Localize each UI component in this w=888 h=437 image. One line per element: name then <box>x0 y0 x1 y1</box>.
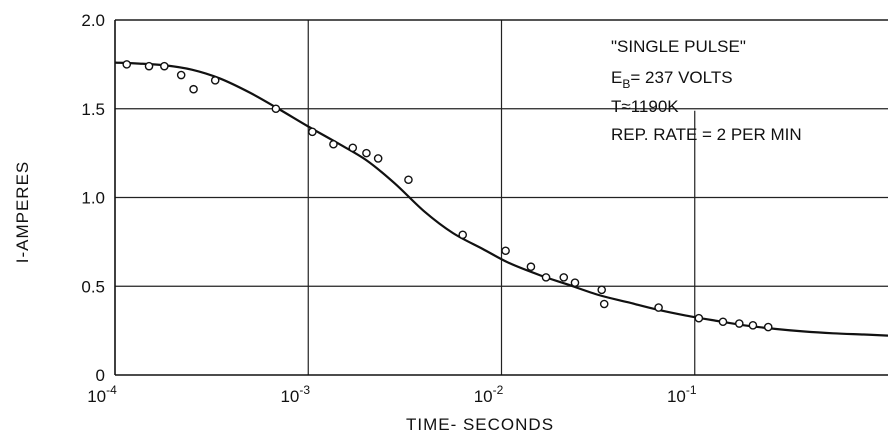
data-point-1 <box>144 61 154 71</box>
data-point-25 <box>748 320 758 330</box>
data-point-9 <box>348 143 358 153</box>
data-point-3 <box>176 70 186 80</box>
data-point-14 <box>501 246 510 256</box>
annotation-line-3: T≈1190K <box>611 97 679 116</box>
y-tick-label-0: 0 <box>96 366 105 385</box>
data-point-10 <box>362 148 371 158</box>
x-tick-exponent-0: -4 <box>106 383 117 397</box>
annotation-line-2: EB= 237 VOLTS <box>611 68 733 91</box>
annotation-eb-letter: E <box>611 68 622 87</box>
data-point-2 <box>160 61 169 71</box>
y-tick-label-4: 2.0 <box>81 11 105 30</box>
fit-curve-layer <box>114 61 888 337</box>
data-point-11 <box>373 154 383 163</box>
data-point-5 <box>210 76 220 85</box>
fit-curve <box>114 61 888 337</box>
x-tick-label-3: 10-1 <box>667 383 697 406</box>
x-tick-label-2: 10-2 <box>474 383 504 406</box>
annotation-eb-subscript: B <box>622 77 630 91</box>
x-tick-exponent-2: -2 <box>493 383 504 397</box>
data-point-8 <box>329 139 338 149</box>
y-axis-title: I-AMPERES <box>13 161 32 264</box>
x-tick-base-1: 10 <box>280 387 299 406</box>
data-point-20 <box>599 299 609 309</box>
x-tick-exponent-1: -3 <box>299 383 310 397</box>
x-axis-title: TIME- SECONDS <box>406 415 554 434</box>
data-point-19 <box>597 285 607 295</box>
x-tick-label-1: 10-3 <box>280 383 310 406</box>
data-point-12 <box>404 175 413 185</box>
data-point-26 <box>763 322 773 332</box>
data-point-4 <box>189 84 198 94</box>
annotation-line-1: "SINGLE PULSE" <box>611 37 746 56</box>
data-point-15 <box>526 262 536 272</box>
y-tick-label-2: 1.0 <box>81 189 105 208</box>
x-tick-base-0: 10 <box>87 387 106 406</box>
data-point-21 <box>654 303 663 312</box>
data-point-16 <box>541 273 551 282</box>
x-tick-base-3: 10 <box>667 387 686 406</box>
annotation-voltage: = 237 VOLTS <box>630 68 732 87</box>
annotation-block: "SINGLE PULSE" EB= 237 VOLTS T≈1190K REP… <box>611 37 802 144</box>
data-point-18 <box>570 278 580 288</box>
data-point-6 <box>271 104 281 114</box>
y-axis-ticks: 0 0.5 1.0 1.5 2.0 <box>81 11 105 385</box>
data-point-0 <box>122 60 132 69</box>
data-point-17 <box>559 273 569 282</box>
x-tick-exponent-3: -1 <box>686 383 697 397</box>
x-axis-ticks: 10-4 10-3 10-2 10-1 <box>87 383 697 406</box>
data-point-7 <box>308 127 317 137</box>
annotation-line-4: REP. RATE = 2 PER MIN <box>611 125 802 144</box>
x-tick-label-0: 10-4 <box>87 383 117 406</box>
data-point-23 <box>718 317 728 327</box>
y-tick-label-1: 0.5 <box>81 277 105 296</box>
plot-frame <box>114 19 888 376</box>
x-tick-base-2: 10 <box>474 387 493 406</box>
data-points-layer <box>122 60 773 332</box>
y-tick-label-3: 1.5 <box>81 100 105 119</box>
data-point-24 <box>734 319 744 328</box>
data-point-22 <box>694 313 704 323</box>
data-point-13 <box>458 230 468 240</box>
